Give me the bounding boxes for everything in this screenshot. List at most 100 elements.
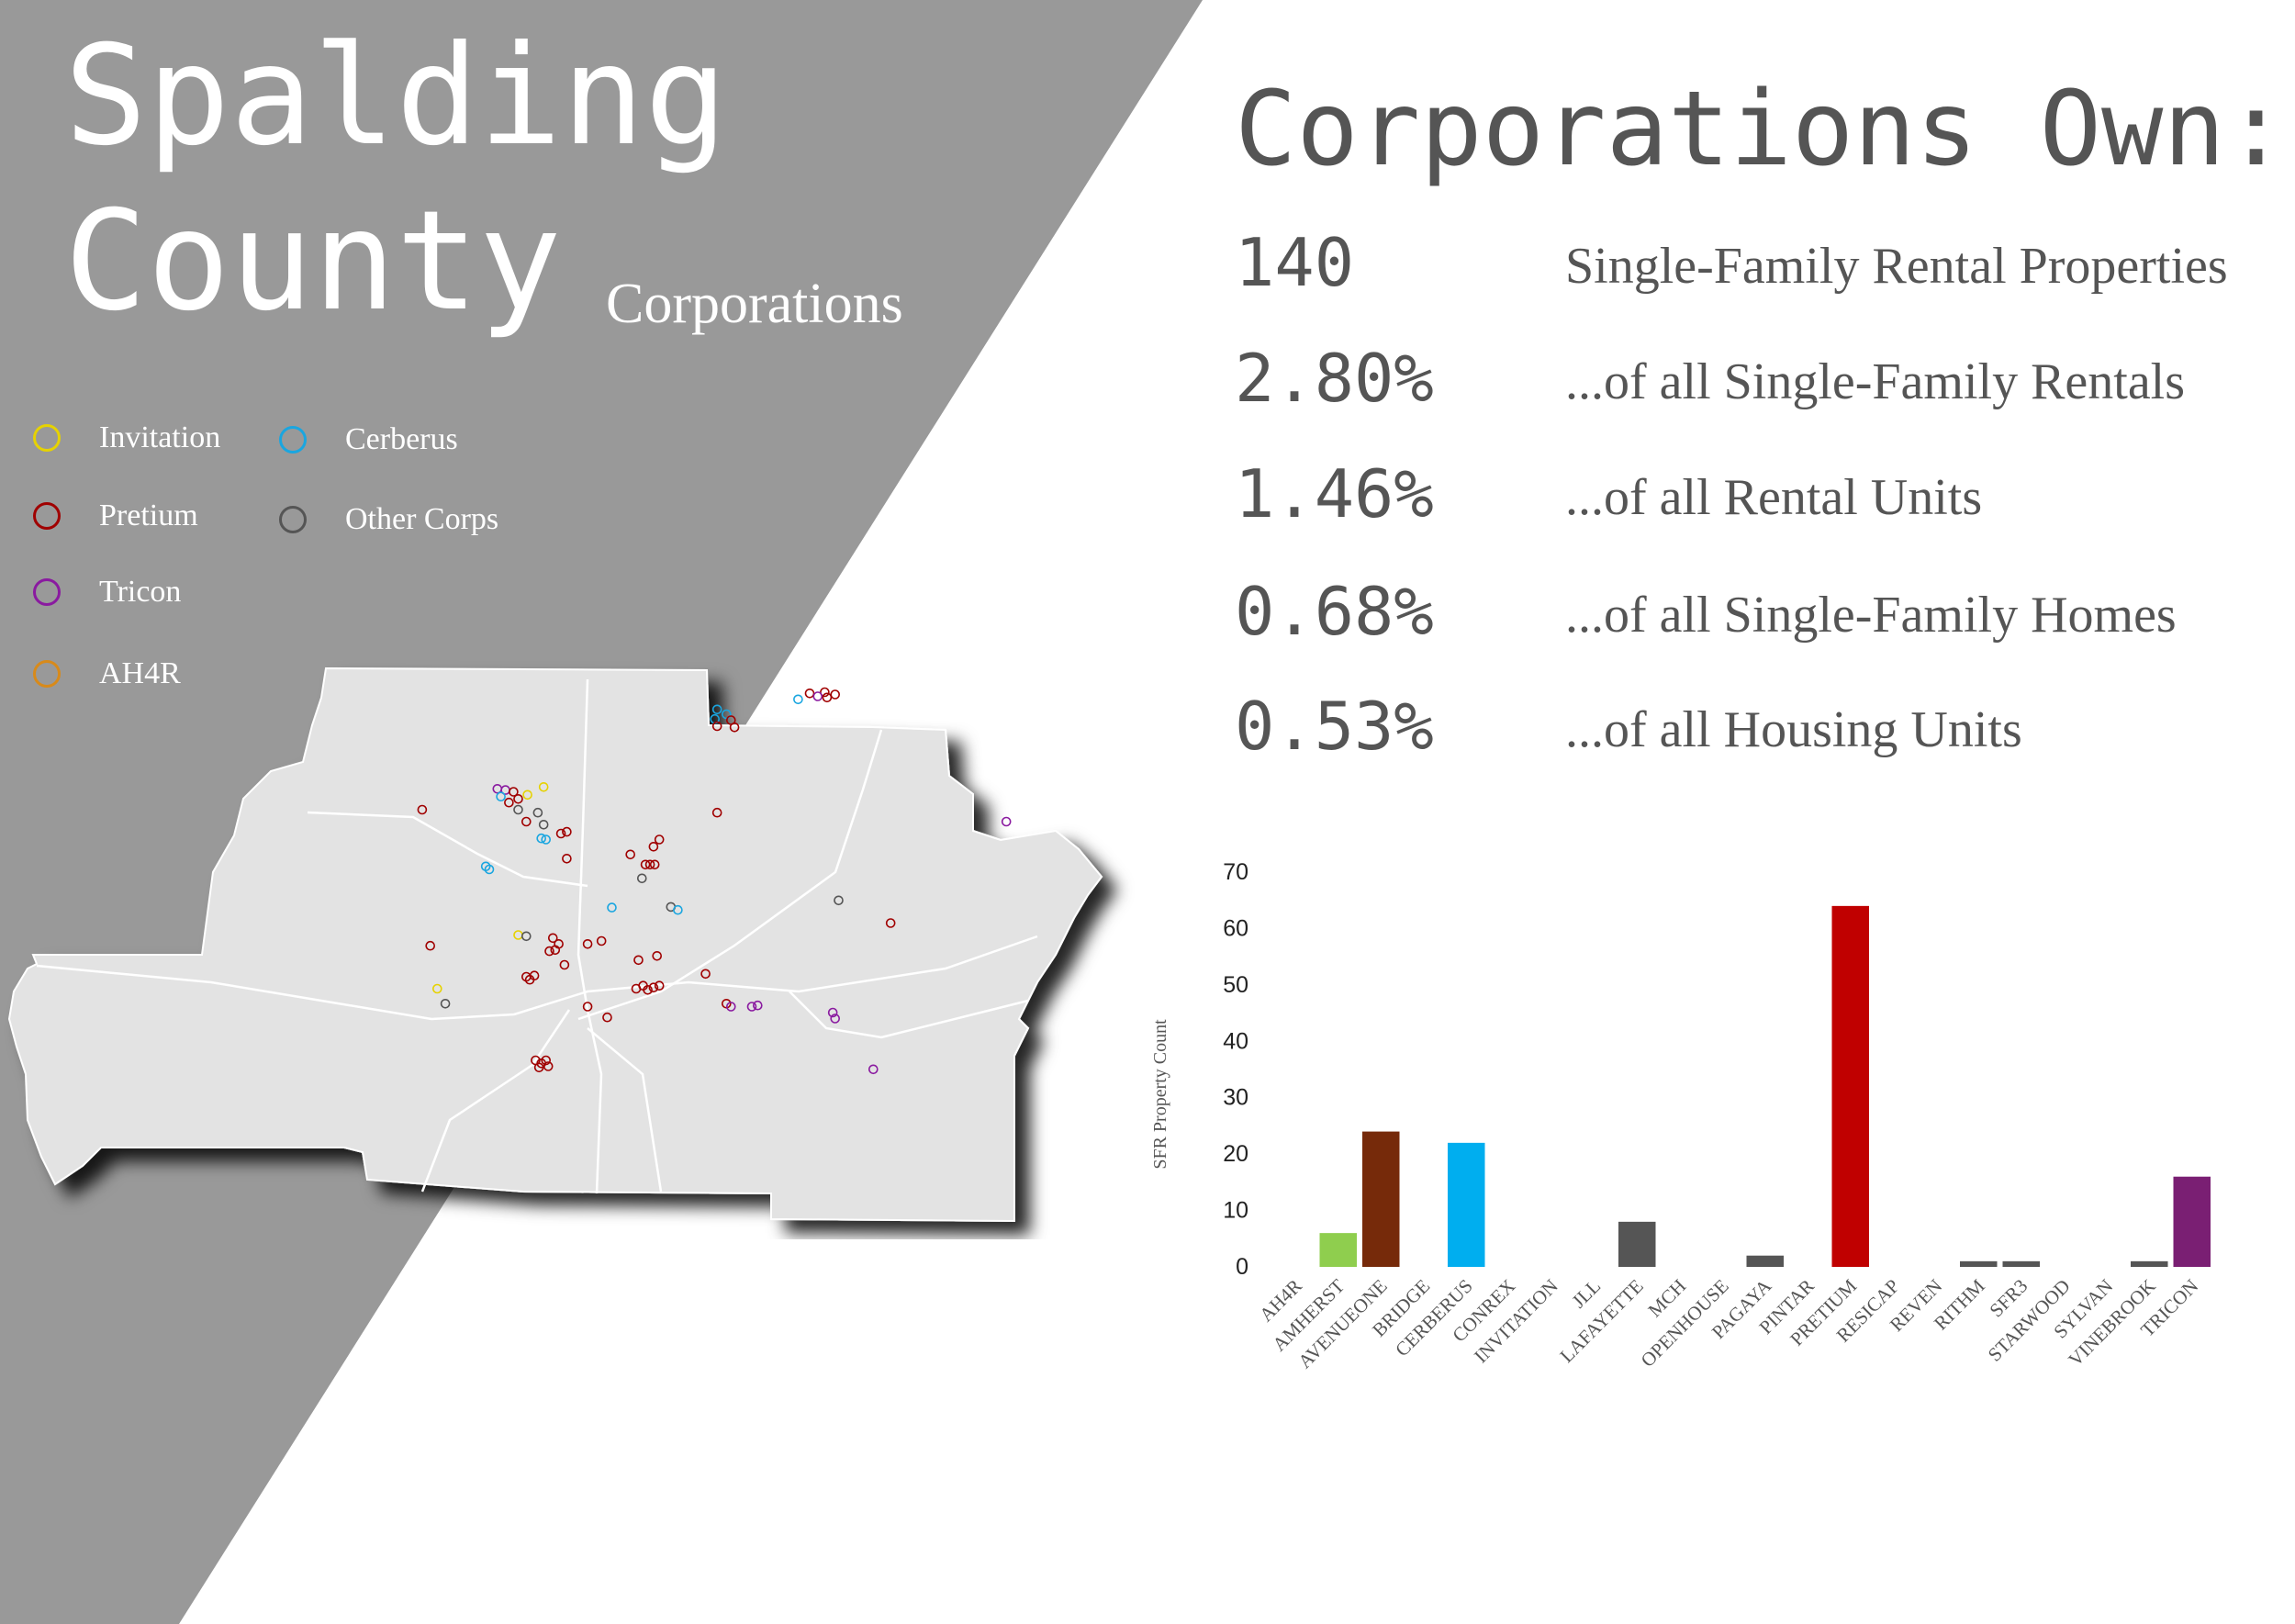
stat-label-sfr-rentals: ...of all Single-Family Rentals xyxy=(1565,353,2186,410)
property-marker xyxy=(812,691,823,701)
stat-label-housing-units: ...of all Housing Units xyxy=(1565,701,2022,758)
legend-ring-icon xyxy=(279,506,307,533)
property-marker xyxy=(555,828,566,839)
property-marker xyxy=(830,689,841,700)
y-tick-label: 70 xyxy=(1223,859,1248,885)
bar-sfr3 xyxy=(2002,1260,2040,1267)
property-marker xyxy=(596,935,607,946)
legend-ring-icon xyxy=(279,426,307,454)
property-marker xyxy=(636,873,647,884)
property-markers xyxy=(417,687,1012,1075)
bar-pretium xyxy=(1831,905,1869,1267)
property-marker xyxy=(830,1014,841,1024)
y-tick-label: 30 xyxy=(1223,1085,1248,1111)
property-marker xyxy=(536,833,547,844)
y-tick-label: 20 xyxy=(1223,1141,1248,1167)
subtitle: Corporations xyxy=(606,273,903,335)
stat-label-rental-units: ...of all Rental Units xyxy=(1565,469,1983,526)
property-marker xyxy=(532,807,543,818)
property-marker xyxy=(533,1062,544,1073)
property-marker xyxy=(607,902,617,913)
bar-lafayette xyxy=(1618,1221,1656,1267)
county-map xyxy=(7,666,1103,1223)
property-marker xyxy=(484,864,495,875)
property-marker xyxy=(541,834,552,845)
property-marker xyxy=(752,1000,763,1011)
legend-ring-icon xyxy=(33,660,61,688)
legend-item-tricon: Tricon xyxy=(33,575,181,610)
property-marker xyxy=(711,807,722,818)
property-marker xyxy=(804,688,815,699)
legend-label: Tricon xyxy=(99,575,182,609)
bar-avenueone xyxy=(1362,1131,1400,1267)
stat-value-sfr-rentals: 2.80% xyxy=(1235,340,1434,417)
property-marker xyxy=(562,826,572,837)
property-marker xyxy=(504,797,514,808)
y-tick-label: 0 xyxy=(1236,1254,1248,1280)
bar-pagaya xyxy=(1746,1255,1784,1267)
property-marker xyxy=(654,834,665,845)
property-marker xyxy=(711,704,722,715)
property-marker xyxy=(513,804,523,815)
property-marker xyxy=(625,849,636,860)
property-marker xyxy=(440,998,451,1009)
property-marker xyxy=(522,790,532,801)
property-marker xyxy=(521,816,532,827)
legend-label: AH4R xyxy=(99,656,181,690)
property-marker xyxy=(868,1064,879,1075)
property-marker xyxy=(746,1002,757,1012)
road-lines xyxy=(36,678,1038,1194)
property-marker xyxy=(820,687,830,698)
stat-value-rental-units: 1.46% xyxy=(1235,455,1434,532)
property-marker xyxy=(529,970,540,981)
title-line-2: County xyxy=(64,182,562,342)
property-marker xyxy=(673,904,683,915)
stat-label-sf-homes: ...of all Single-Family Homes xyxy=(1565,587,2177,644)
legend-ring-icon xyxy=(33,578,61,606)
property-marker xyxy=(711,721,722,732)
y-tick-label: 10 xyxy=(1223,1198,1248,1224)
stat-value-sf-homes: 0.68% xyxy=(1235,573,1434,650)
title-line-1: Spalding xyxy=(64,17,728,176)
property-marker xyxy=(509,787,519,797)
property-marker xyxy=(652,950,663,961)
property-marker xyxy=(538,820,549,830)
property-marker xyxy=(602,1012,612,1023)
property-marker xyxy=(582,1002,593,1012)
stats-heading: Corporations Own: xyxy=(1235,70,2288,189)
property-marker xyxy=(725,1002,736,1012)
property-marker xyxy=(644,859,655,870)
property-marker xyxy=(417,804,428,815)
y-tick-label: 50 xyxy=(1223,972,1248,998)
property-marker xyxy=(513,794,523,804)
property-marker xyxy=(640,859,651,870)
legend-label: Cerberus xyxy=(345,422,458,456)
property-marker xyxy=(648,842,659,852)
legend-item-other-corps: Other Corps xyxy=(279,502,498,537)
property-marker xyxy=(885,918,896,928)
property-marker xyxy=(543,1061,554,1071)
legend-item-ah4r: AH4R xyxy=(33,656,181,691)
property-marker xyxy=(582,938,593,949)
y-tick-label: 40 xyxy=(1223,1028,1248,1054)
bar-cerberus xyxy=(1448,1142,1485,1267)
stat-value-housing-units: 0.53% xyxy=(1235,688,1434,765)
property-marker xyxy=(700,969,711,980)
property-marker xyxy=(725,715,736,725)
property-marker xyxy=(721,709,732,720)
legend-label: Other Corps xyxy=(345,502,499,536)
property-marker xyxy=(562,854,572,864)
property-marker xyxy=(431,983,442,994)
bar-rithm xyxy=(1960,1260,1998,1267)
property-marker xyxy=(654,980,665,991)
legend-item-cerberus: Cerberus xyxy=(279,422,458,457)
property-marker xyxy=(538,782,549,792)
legend-item-invitation: Invitation xyxy=(33,420,220,455)
legend-ring-icon xyxy=(33,502,61,530)
property-marker xyxy=(559,959,570,970)
y-axis-label: SFR Property Count xyxy=(1150,1019,1170,1170)
legend-label: Pretium xyxy=(99,498,198,532)
bar-tricon xyxy=(2173,1176,2211,1267)
county-outline xyxy=(7,666,1103,1223)
